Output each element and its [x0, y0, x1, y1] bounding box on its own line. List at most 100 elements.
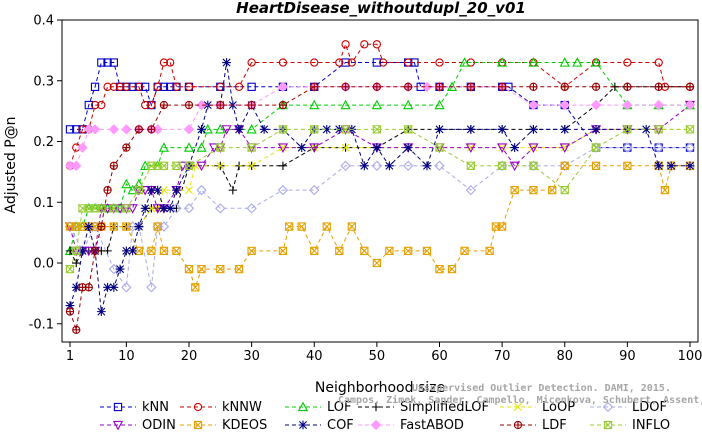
point-ldf-3 [84, 283, 93, 292]
point-cof-37 [422, 161, 432, 171]
point-knnw-15 [166, 58, 175, 67]
point-lof-14 [158, 142, 170, 152]
series-line-ldof [69, 147, 690, 289]
series-simplifiedlof [65, 82, 695, 268]
point-ldof-7 [146, 282, 157, 293]
point-kdeos-18 [247, 246, 256, 256]
point-knnw-30 [435, 58, 444, 67]
legend: kNN kNNW LOF SimplifiedLOF LoOP LDOF ODIN KDEOS… [100, 400, 670, 433]
point-ldof-24 [559, 160, 570, 171]
legend-marker-fastabod [370, 419, 382, 431]
point-fastabod-23 [528, 99, 539, 111]
series-cof [65, 58, 695, 317]
point-knnw-17 [184, 82, 194, 91]
point-knnw-14 [159, 58, 169, 67]
point-cof-34 [372, 143, 382, 152]
legend-marker-lof [297, 401, 309, 412]
legend-label-knn: kNN [142, 400, 169, 415]
legend-marker-simplifiedlof [371, 402, 381, 412]
point-knn-24 [372, 58, 382, 67]
legend-item-loop: LoOP [500, 400, 575, 415]
legend-item-lof: LOF [285, 400, 352, 415]
point-kdeos-42 [623, 161, 632, 170]
point-kdeos-30 [422, 246, 432, 256]
point-cof-26 [259, 124, 269, 134]
legend-marker-ldf [513, 420, 523, 430]
point-ldof-11 [183, 203, 195, 214]
point-ldof-23 [528, 160, 539, 171]
point-inflo-25 [559, 185, 570, 195]
point-simplifiedlof-19 [278, 161, 288, 171]
y-axis: -0.1 0.0 0.1 0.2 0.3 0.4 [29, 14, 62, 332]
point-odin-19 [196, 161, 207, 172]
point-cof-30 [322, 124, 332, 134]
point-kdeos-22 [310, 246, 319, 256]
legend-label-odin: ODIN [142, 418, 176, 433]
point-knn-1 [72, 125, 81, 134]
point-inflo-11 [159, 161, 169, 170]
point-kdeos-15 [197, 264, 206, 274]
point-inflo-15 [246, 143, 257, 152]
point-cof-6 [103, 282, 112, 292]
point-odin-8 [114, 204, 126, 214]
legend-item-odin: ODIN [100, 418, 176, 433]
legend-label-simplifiedlof: SimplifiedLOF [400, 400, 489, 415]
legend-label-fastabod: FastABOD [400, 418, 464, 433]
point-loop-14 [216, 161, 225, 170]
point-inflo-14 [215, 143, 226, 152]
point-knn-15 [159, 82, 169, 91]
y-tick-label-0: -0.1 [29, 317, 54, 332]
point-ldf-25 [591, 82, 601, 91]
point-inflo-6 [108, 204, 119, 213]
point-simplifiedlof-6 [103, 246, 112, 256]
point-knn-23 [341, 58, 350, 67]
point-kdeos-24 [335, 246, 344, 256]
legend-item-knnw: kNNW [180, 400, 262, 415]
point-ldof-17 [340, 160, 351, 171]
point-lof-18 [215, 123, 226, 134]
point-knnw-6 [103, 82, 112, 91]
point-cof-48 [666, 161, 676, 171]
series-line-lof [69, 62, 690, 252]
point-knn-4 [90, 82, 100, 91]
point-ldf-17 [341, 82, 350, 91]
point-fastabod-27 [653, 99, 664, 111]
point-knnw-26 [360, 40, 369, 49]
point-inflo-1 [71, 246, 82, 256]
point-inflo-29 [685, 125, 695, 134]
legend-item-inflo: INFLO [590, 418, 670, 433]
point-ldof-10 [171, 203, 182, 214]
point-inflo-12 [171, 161, 182, 170]
point-knnw-37 [654, 58, 663, 67]
legend-marker-cof [298, 420, 308, 430]
point-cof-12 [140, 203, 150, 213]
point-cof-41 [510, 143, 520, 152]
point-lof-24 [403, 99, 414, 110]
point-lof-29 [528, 57, 539, 67]
legend-item-knn: kNN [100, 400, 169, 415]
point-inflo-19 [371, 125, 382, 134]
point-knn-16 [166, 82, 175, 91]
point-cof-46 [641, 124, 651, 134]
point-ldof-21 [465, 184, 476, 196]
point-ldof-18 [371, 160, 383, 171]
x-tick-label-70: 70 [494, 349, 511, 364]
point-odin-20 [208, 143, 220, 153]
point-cof-22 [222, 58, 231, 67]
point-ldof-26 [622, 142, 633, 153]
point-cof-3 [84, 222, 94, 231]
point-simplifiedlof-16 [228, 185, 238, 195]
point-inflo-26 [591, 143, 601, 152]
series-line-fastabod [70, 86, 690, 167]
point-knn-6 [103, 58, 112, 67]
point-kdeos-26 [360, 246, 369, 256]
point-lof-15 [183, 142, 195, 152]
legend-label-ldof: LDOF [632, 400, 667, 415]
point-knnw-11 [141, 100, 150, 110]
point-kdeos-25 [347, 222, 356, 231]
point-kdeos-40 [560, 161, 569, 170]
point-ldf-4 [90, 246, 100, 256]
point-fastabod-2 [77, 142, 88, 153]
legend-item-ldof: LDOF [590, 400, 667, 415]
point-cof-13 [147, 185, 156, 195]
